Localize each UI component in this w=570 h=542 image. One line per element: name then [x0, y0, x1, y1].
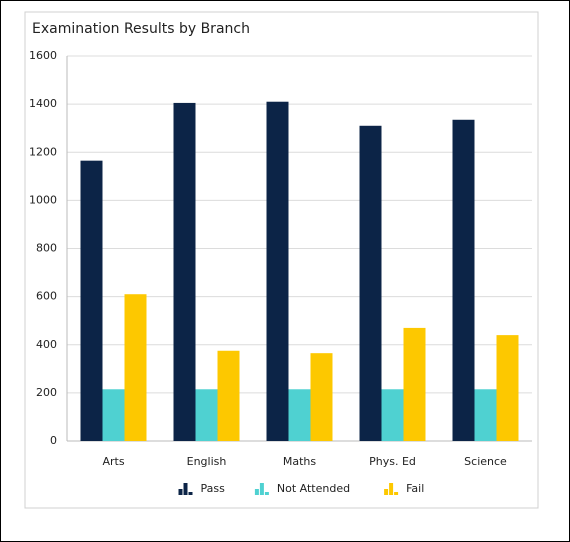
- legend-label: Fail: [406, 482, 424, 495]
- legend-swatch: [389, 483, 394, 495]
- bar: [173, 102, 196, 441]
- x-tick-label: English: [187, 455, 227, 468]
- bar: [310, 353, 333, 441]
- x-tick-label: Science: [464, 455, 507, 468]
- y-tick-label: 1000: [29, 193, 57, 206]
- legend-swatch: [394, 492, 399, 495]
- bar: [452, 119, 475, 441]
- bar: [288, 389, 311, 441]
- bar: [266, 101, 289, 441]
- x-tick-label: Phys. Ed: [369, 455, 416, 468]
- y-tick-label: 1200: [29, 145, 57, 158]
- legend-label: Not Attended: [277, 482, 350, 495]
- bar: [124, 294, 147, 441]
- legend-swatch: [384, 489, 389, 495]
- legend-item: [384, 483, 399, 495]
- y-tick-label: 800: [36, 242, 57, 255]
- y-tick-label: 1400: [29, 97, 57, 110]
- x-tick-label: Arts: [102, 455, 124, 468]
- chart-title: Examination Results by Branch: [32, 21, 250, 37]
- bar: [496, 335, 519, 441]
- y-tick-label: 600: [36, 290, 57, 303]
- legend-label: Pass: [201, 482, 226, 495]
- bar: [403, 327, 426, 441]
- y-tick-label: 200: [36, 386, 57, 399]
- y-tick-label: 0: [50, 434, 57, 447]
- bar: [474, 389, 497, 441]
- bar: [359, 125, 382, 441]
- bar: [217, 350, 240, 441]
- legend-swatch: [259, 483, 264, 495]
- bar: [80, 160, 103, 441]
- bar: [195, 389, 218, 441]
- y-tick-label: 1600: [29, 49, 57, 62]
- legend-swatch: [183, 483, 188, 495]
- x-tick-label: Maths: [283, 455, 317, 468]
- bar: [102, 389, 125, 441]
- legend-swatch: [254, 489, 259, 495]
- legend-swatch: [264, 492, 269, 495]
- legend-item: [178, 483, 193, 495]
- bar: [381, 389, 404, 441]
- y-tick-label: 400: [36, 338, 57, 351]
- legend-swatch: [178, 489, 183, 495]
- legend-swatch: [188, 492, 193, 495]
- legend-item: [254, 483, 269, 495]
